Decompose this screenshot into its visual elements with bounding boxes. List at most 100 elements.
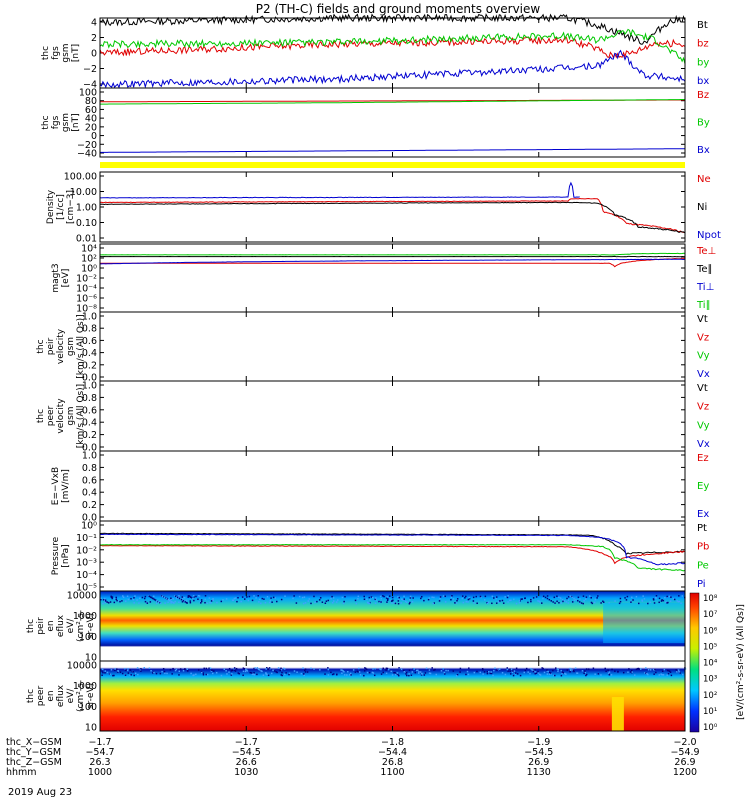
noise-pixel [579, 603, 581, 605]
noise-pixel [252, 600, 254, 602]
noise-pixel [541, 602, 543, 604]
noise-pixel [444, 673, 446, 675]
noise-pixel [381, 598, 383, 600]
noise-pixel [649, 601, 651, 603]
noise-pixel [464, 597, 466, 599]
noise-pixel [614, 670, 616, 672]
ytick-label: −40 [77, 149, 97, 160]
noise-pixel [114, 670, 116, 672]
noise-pixel [299, 596, 301, 598]
noise-pixel [386, 673, 388, 675]
noise-pixel [579, 601, 581, 603]
legend-density-0: Ne [697, 174, 711, 185]
noise-pixel [122, 673, 124, 675]
noise-pixel [624, 597, 626, 599]
noise-pixel [484, 671, 486, 673]
ytick-label: 10⁻⁴ [76, 570, 97, 581]
noise-pixel [659, 598, 661, 600]
noise-pixel [387, 668, 389, 670]
noise-pixel [566, 598, 568, 600]
noise-pixel [332, 602, 334, 604]
legend-peir_vel-3: Vx [697, 369, 710, 380]
noise-pixel [242, 596, 244, 598]
noise-pixel [127, 668, 129, 670]
noise-pixel [638, 603, 640, 605]
noise-pixel [305, 602, 307, 604]
noise-pixel [408, 673, 410, 675]
noise-pixel [678, 595, 680, 597]
ylabel-line: peer [46, 405, 56, 426]
noise-pixel [360, 674, 362, 676]
noise-pixel [116, 668, 118, 670]
noise-pixel [261, 671, 263, 673]
noise-pixel [484, 599, 486, 601]
noise-pixel [547, 671, 549, 673]
noise-pixel [224, 669, 226, 671]
noise-pixel [263, 598, 265, 600]
panel-frame [100, 521, 685, 591]
noise-pixel [554, 675, 556, 677]
noise-pixel [199, 595, 201, 597]
noise-pixel [212, 600, 214, 602]
ylabel-line: Pressure [51, 536, 61, 575]
panel-density: Density[1/cc][cm−3]100.0010.001.000.100.… [46, 172, 721, 245]
noise-pixel [336, 601, 338, 603]
noise-pixel [568, 599, 570, 601]
noise-pixel [153, 672, 155, 674]
noise-pixel [210, 602, 212, 604]
noise-pixel [234, 598, 236, 600]
noise-pixel [226, 673, 228, 675]
noise-pixel [530, 668, 532, 670]
noise-pixel [401, 669, 403, 671]
noise-pixel [554, 597, 556, 599]
ylabel-line: thc [26, 689, 36, 703]
noise-pixel [391, 602, 393, 604]
noise-pixel [271, 673, 273, 675]
noise-pixel [195, 674, 197, 676]
noise-pixel [307, 671, 309, 673]
noise-pixel [540, 674, 542, 676]
noise-pixel [609, 674, 611, 676]
noise-pixel [578, 597, 580, 599]
noise-pixel [406, 601, 408, 603]
noise-pixel [124, 668, 126, 670]
noise-pixel [568, 602, 570, 604]
noise-pixel [627, 596, 629, 598]
ylabel-line: thc [36, 409, 46, 423]
noise-pixel [102, 672, 104, 674]
noise-pixel [380, 669, 382, 671]
ylabel-line: [nT] [71, 113, 81, 131]
noise-pixel [631, 671, 633, 673]
noise-pixel [507, 669, 509, 671]
noise-pixel [436, 674, 438, 676]
noise-pixel [552, 601, 554, 603]
noise-pixel [542, 598, 544, 600]
noise-pixel [682, 595, 684, 597]
noise-pixel [406, 675, 408, 677]
noise-pixel [222, 599, 224, 601]
noise-pixel [205, 595, 207, 597]
noise-pixel [304, 670, 306, 672]
noise-pixel [343, 603, 345, 605]
noise-pixel [276, 601, 278, 603]
noise-pixel [411, 674, 413, 676]
noise-pixel [562, 601, 564, 603]
noise-pixel [678, 601, 680, 603]
ylabel-line: peir [36, 617, 46, 635]
noise-pixel [121, 600, 123, 602]
noise-pixel [582, 670, 584, 672]
noise-pixel [387, 599, 389, 601]
panel-frame [100, 172, 685, 242]
noise-pixel [206, 674, 208, 676]
noise-pixel [679, 672, 681, 674]
noise-pixel [336, 674, 338, 676]
noise-pixel [374, 668, 376, 670]
noise-pixel [211, 670, 213, 672]
ylabel-line: fgs [51, 115, 61, 129]
noise-pixel [514, 670, 516, 672]
series-Ti∥ [100, 253, 685, 255]
legend-pressure-0: Pt [697, 523, 707, 534]
noise-pixel [186, 600, 188, 602]
